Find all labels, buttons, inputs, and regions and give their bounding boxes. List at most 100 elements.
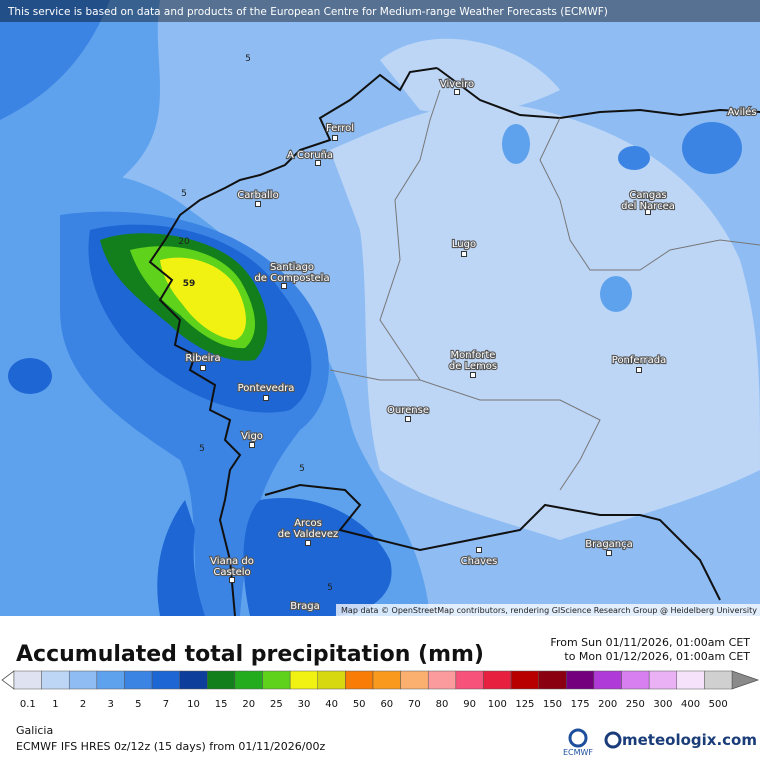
city-label: Ponferrada [612,355,666,366]
city-marker [454,89,460,95]
city-label: Monforte [451,350,496,361]
notice: This service is based on data and produc… [7,6,608,18]
precip-area [600,276,632,312]
precip-area [682,122,742,174]
colorbar-box [427,670,457,690]
city-label: Cangas [629,190,666,201]
city-label: A Coruña [287,150,333,161]
city-marker [200,365,206,371]
contour-label: 5 [181,189,187,199]
city-label: Pontevedra [238,383,295,394]
city-marker [476,547,482,553]
colorbar-label: 10 [187,699,200,710]
colorbar-box [455,670,484,690]
ecmwf-icon [568,728,588,748]
colorbar-box [676,670,705,690]
city-label: Ourense [387,405,429,416]
colorbar-label: 0.1 [20,699,36,710]
city-marker [332,135,338,141]
brand[interactable]: meteologix.com [622,731,757,749]
city-marker [249,442,255,448]
colorbar-box [400,670,429,690]
precip-area [157,500,205,616]
colorbar-arrow-left [1,670,15,690]
colorbar-label: 30 [298,699,311,710]
city-label: Ferrol [326,123,354,134]
city-label: de Lemos [449,361,497,372]
contour-label: 5 [299,464,305,474]
city-marker [281,283,287,289]
colorbar-box [262,670,291,690]
colorbar-label: 70 [408,699,421,710]
colorbar-label: 250 [626,699,645,710]
colorbar-label: 150 [543,699,562,710]
precip-area [380,38,560,114]
colorbar-label: 90 [463,699,476,710]
colorbar-arrow-right [731,670,760,690]
colorbar-box [207,670,236,690]
colorbar-label: 175 [571,699,590,710]
city-label: Viana do [210,556,254,567]
city-label: Braga [290,601,320,612]
colorbar-label: 25 [270,699,283,710]
city-label: del Narcea [621,201,675,212]
map: This service is based on data and produc… [0,0,760,617]
city-marker [229,577,235,583]
precip-area [618,146,650,170]
colorbar-label: 60 [380,699,393,710]
region: Galicia [16,724,53,737]
contour-label: 20 [178,237,190,247]
colorbar-box [566,670,595,690]
colorbar-box [372,670,401,690]
city-marker [606,550,612,556]
colorbar-label: 20 [242,699,255,710]
colorbar-label: 3 [107,699,113,710]
colorbar-label: 7 [163,699,169,710]
precip-area [330,103,760,540]
precip-area [243,498,392,616]
colorbar-label: 1 [52,699,58,710]
city-label: Bragança [585,539,633,550]
colorbar-box [704,670,733,690]
colorbar-box [317,670,346,690]
city-marker [305,540,311,546]
precip-area [160,257,246,340]
date-from: From Sun 01/11/2026, 01:00am CET [550,636,750,649]
colorbar-box [483,670,512,690]
city-label: Avilés [727,106,756,118]
model-info: ECMWF IFS HRES 0z/12z (15 days) from 01/… [16,740,326,753]
ecmwf-logo: ECMWF [563,728,593,757]
city-marker [405,416,411,422]
attribution-bg [336,604,760,616]
colorbar-box [510,670,539,690]
brand-icon[interactable] [604,731,622,749]
colorbar-box [179,670,208,690]
colorbar-box [593,670,622,690]
notice-bg [0,0,760,22]
date-to: to Mon 01/12/2026, 01:00am CET [564,650,750,663]
precip-area [502,124,530,164]
contour-label: 5 [327,583,333,593]
admin-border [329,89,760,491]
city-label: Viveiro [440,79,474,90]
city-marker [315,160,321,166]
colorbar-box [68,670,98,690]
precip-area [0,0,110,120]
contour-label: 5 [199,444,205,454]
city-label: Vigo [241,431,263,442]
city-marker [645,209,651,215]
colorbar-box [96,670,125,690]
coastline [148,67,760,617]
city-label: Chaves [461,556,498,567]
colorbar-label: 2 [80,699,86,710]
legend-title: Accumulated total precipitation (mm) [16,642,484,667]
colorbar-label: 5 [135,699,141,710]
city-marker [255,201,261,207]
city-label: de Valdevez [278,529,338,540]
colorbar-label: 40 [325,699,338,710]
city-label: Castelo [213,567,250,578]
city-label: de Compostela [254,273,329,284]
city-marker [470,372,476,378]
attribution: Map data © OpenStreetMap contributors, r… [341,606,757,615]
